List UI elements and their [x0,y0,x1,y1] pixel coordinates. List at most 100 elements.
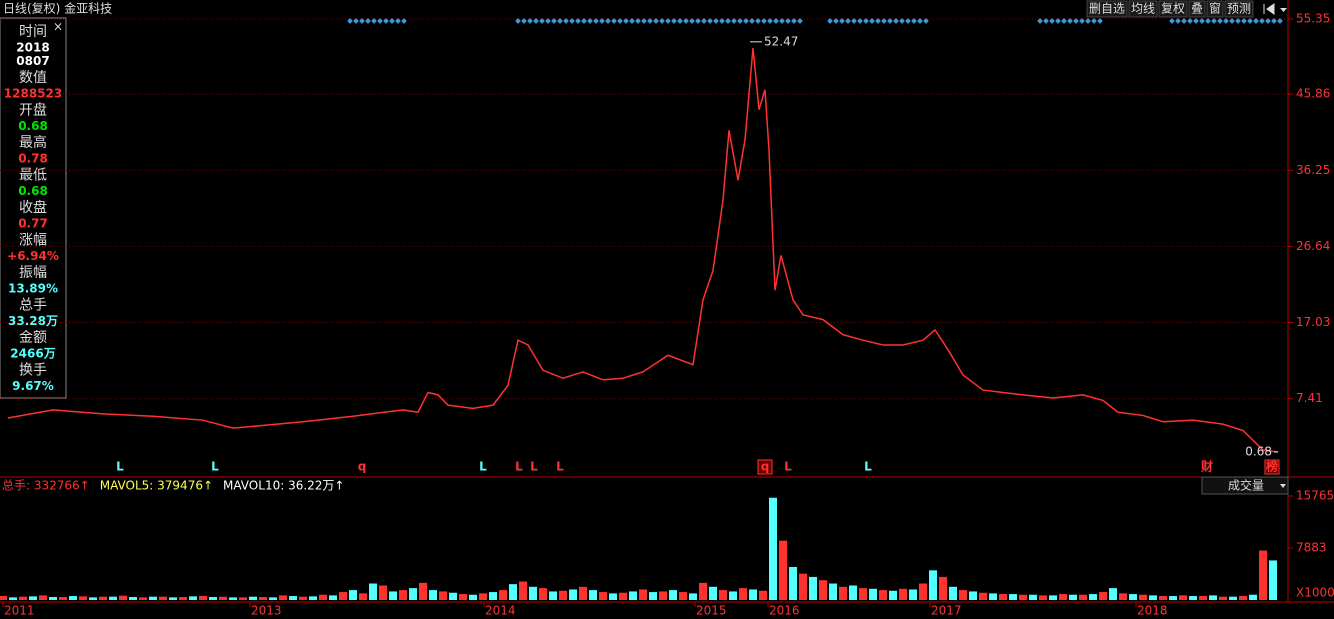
toolbar-button-label[interactable]: 窗 [1209,2,1221,16]
indicator-selector[interactable]: 成交量 [1228,478,1264,493]
toolbar-button[interactable] [1086,0,1128,18]
event-marker[interactable] [833,18,839,24]
signal-marker[interactable]: L [556,460,564,474]
event-marker[interactable] [635,18,641,24]
event-marker[interactable] [701,18,707,24]
event-marker[interactable] [647,18,653,24]
event-marker[interactable] [1169,18,1175,24]
event-marker[interactable] [923,18,929,24]
event-marker[interactable] [581,18,587,24]
event-marker[interactable] [707,18,713,24]
event-marker[interactable] [383,18,389,24]
signal-marker[interactable]: q [358,460,367,474]
toolbar-button-label[interactable]: 均线 [1131,2,1155,16]
event-marker[interactable] [575,18,581,24]
event-marker[interactable] [365,18,371,24]
indicator-dropdown[interactable] [1201,476,1289,495]
event-marker[interactable] [1037,18,1043,24]
event-marker[interactable] [569,18,575,24]
event-marker[interactable] [353,18,359,24]
event-marker[interactable] [911,18,917,24]
event-marker[interactable] [521,18,527,24]
event-marker[interactable] [1097,18,1103,24]
event-marker[interactable] [515,18,521,24]
event-marker[interactable] [905,18,911,24]
event-marker[interactable] [1265,18,1271,24]
event-marker[interactable] [1055,18,1061,24]
event-marker[interactable] [527,18,533,24]
event-marker[interactable] [713,18,719,24]
event-marker[interactable] [623,18,629,24]
event-marker[interactable] [347,18,353,24]
event-marker[interactable] [545,18,551,24]
toolbar-button[interactable] [1188,0,1206,18]
toolbar-button-label[interactable]: 复权 [1161,2,1185,16]
event-marker[interactable] [395,18,401,24]
event-marker[interactable] [719,18,725,24]
event-marker[interactable] [665,18,671,24]
event-marker[interactable] [677,18,683,24]
event-marker[interactable] [1223,18,1229,24]
event-marker[interactable] [1271,18,1277,24]
toolbar-button-label[interactable]: 预测 [1227,2,1251,16]
event-marker[interactable] [779,18,785,24]
event-marker[interactable] [533,18,539,24]
event-marker[interactable] [1253,18,1259,24]
event-marker[interactable] [773,18,779,24]
signal-marker[interactable]: 财 [1200,459,1213,474]
event-marker[interactable] [893,18,899,24]
event-marker[interactable] [827,18,833,24]
event-marker[interactable] [749,18,755,24]
event-marker[interactable] [377,18,383,24]
event-marker[interactable] [1187,18,1193,24]
signal-marker[interactable]: L [211,460,219,474]
event-marker[interactable] [1079,18,1085,24]
event-marker[interactable] [1181,18,1187,24]
event-marker[interactable] [539,18,545,24]
event-marker[interactable] [863,18,869,24]
event-marker[interactable] [611,18,617,24]
event-marker[interactable] [881,18,887,24]
event-marker[interactable] [683,18,689,24]
signal-marker[interactable]: L [784,460,792,474]
event-marker[interactable] [737,18,743,24]
event-marker[interactable] [725,18,731,24]
event-marker[interactable] [767,18,773,24]
event-marker[interactable] [797,18,803,24]
event-marker[interactable] [605,18,611,24]
event-marker[interactable] [1277,18,1283,24]
event-marker[interactable] [371,18,377,24]
event-marker[interactable] [599,18,605,24]
event-marker[interactable] [557,18,563,24]
toolbar-button[interactable] [1206,0,1224,18]
event-marker[interactable] [1259,18,1265,24]
event-marker[interactable] [653,18,659,24]
event-marker[interactable] [887,18,893,24]
signal-marker[interactable]: q [761,460,770,474]
event-marker[interactable] [839,18,845,24]
event-marker[interactable] [1235,18,1241,24]
event-marker[interactable] [1091,18,1097,24]
event-marker[interactable] [1043,18,1049,24]
event-marker[interactable] [1085,18,1091,24]
signal-marker[interactable]: L [515,460,523,474]
signal-marker[interactable]: L [116,460,124,474]
event-marker[interactable] [587,18,593,24]
event-marker[interactable] [1061,18,1067,24]
event-marker[interactable] [917,18,923,24]
close-icon[interactable]: × [53,20,63,34]
event-marker[interactable] [389,18,395,24]
event-marker[interactable] [1241,18,1247,24]
event-marker[interactable] [731,18,737,24]
toolbar-button[interactable] [1158,0,1188,18]
event-marker[interactable] [743,18,749,24]
event-marker[interactable] [785,18,791,24]
event-marker[interactable] [1049,18,1055,24]
event-marker[interactable] [845,18,851,24]
event-marker[interactable] [875,18,881,24]
event-marker[interactable] [593,18,599,24]
event-marker[interactable] [617,18,623,24]
event-marker[interactable] [1067,18,1073,24]
toolbar-button[interactable] [1224,0,1254,18]
event-marker[interactable] [359,18,365,24]
